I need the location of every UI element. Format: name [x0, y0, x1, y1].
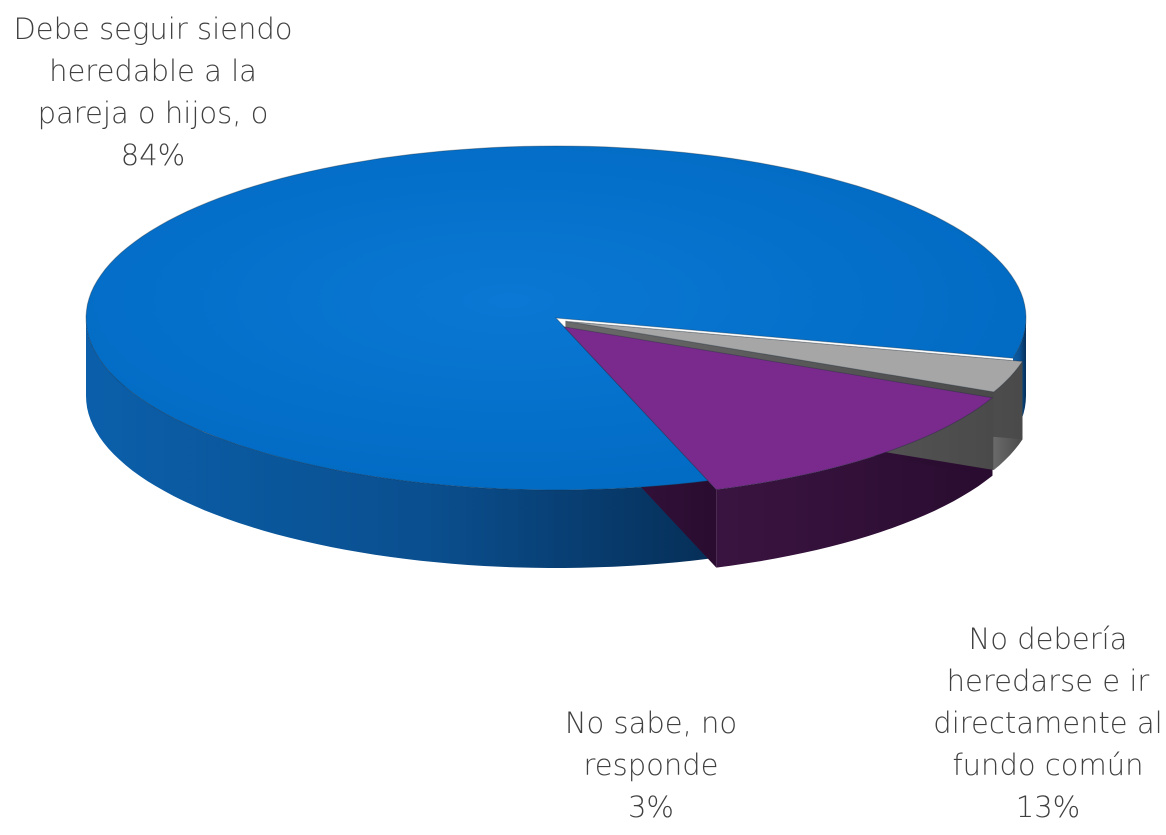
slice-label-line: Debe seguir siendo [13, 12, 293, 46]
pie-slice-2 [565, 320, 1024, 393]
slice-label-line: fundo común [952, 748, 1144, 782]
slice-label-fondo-comun: No debería heredarse e ir directamente a… [930, 618, 1166, 828]
pie-slice-side [86, 318, 709, 568]
slice-label-line: heredable a la [49, 54, 257, 88]
slice-value-label: 13% [1015, 790, 1081, 824]
slice-label-heredable: Debe seguir siendo heredable a la pareja… [0, 8, 306, 176]
slice-label-line: directamente al [933, 706, 1163, 740]
slice-value-label: 84% [120, 138, 186, 172]
pie-slice-1 [562, 326, 994, 491]
slice-label-line: responde [583, 748, 719, 782]
slice-label-line: No debería [968, 622, 1128, 656]
slice-label-no-sabe: No sabe, no responde 3% [540, 702, 762, 828]
slice-label-line: heredarse e ir [946, 664, 1150, 698]
pie-slice-0 [85, 145, 1027, 491]
slice-value-label: 3% [627, 790, 674, 824]
slice-label-line: No sabe, no [564, 706, 738, 740]
slice-label-line: pareja o hijos, o [37, 96, 269, 130]
